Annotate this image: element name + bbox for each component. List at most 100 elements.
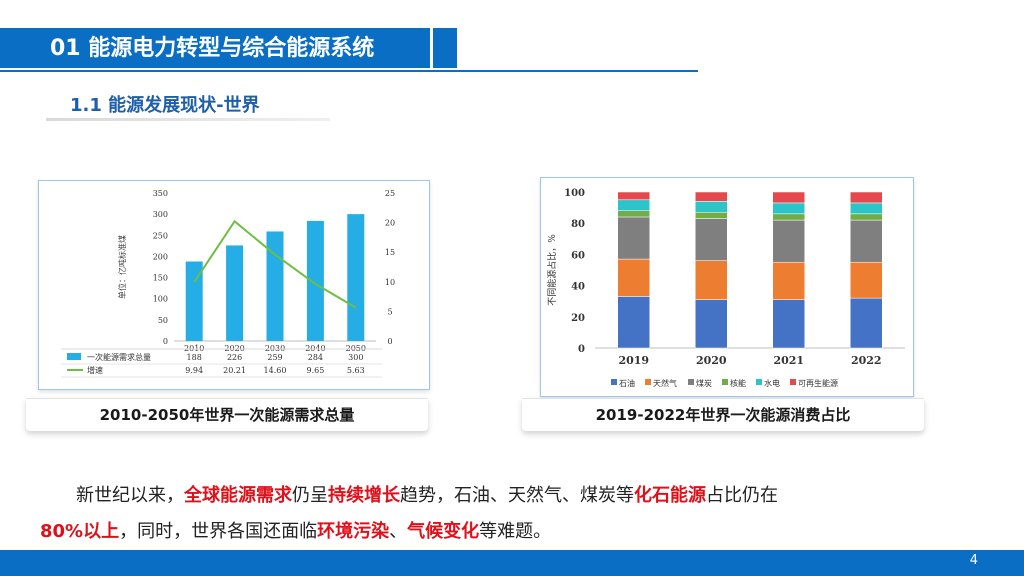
stacked-segment xyxy=(617,210,650,218)
text-run: ，同时，世界各国还面临 xyxy=(119,521,318,542)
y-tick-label: 40 xyxy=(571,282,585,293)
y-tick-label: 300 xyxy=(153,210,168,219)
stacked-segment xyxy=(695,299,728,349)
stacked-segment xyxy=(850,219,883,263)
y-tick-label: 0 xyxy=(578,344,585,355)
consumption-chart-panel: 0 20 40 60 80 100 不同能源占比，% 2019 2020 2021 2022 石油 天然… xyxy=(540,177,914,397)
stacked-segment xyxy=(850,297,883,349)
consumption-chart-caption: 2019-2022年世界一次能源消费占比 xyxy=(522,398,924,431)
y-tick-label: 50 xyxy=(158,316,168,325)
stacked-segment xyxy=(695,201,728,213)
stacked-segment xyxy=(850,191,883,204)
legend-swatch xyxy=(790,379,796,385)
y-tick-label: 150 xyxy=(153,274,168,283)
table-cell: 284 xyxy=(308,353,323,362)
y-tick-label: 60 xyxy=(571,250,585,261)
y2-tick-label: 20 xyxy=(385,219,395,228)
demand-chart-caption: 2010-2050年世界一次能源需求总量 xyxy=(26,398,428,431)
header-divider xyxy=(0,70,698,72)
header-bar xyxy=(0,28,430,68)
y-axis-label: 不同能源占比，% xyxy=(546,234,558,306)
stacked-segment xyxy=(850,261,883,299)
legend-label: 天然气 xyxy=(653,378,677,388)
y-tick-label: 100 xyxy=(153,295,168,304)
demand-chart-panel: 0 50 100 150 200 250 300 350 0 5 10 15 20 25 单位：亿吨标准煤 2… xyxy=(38,180,430,390)
bar xyxy=(306,220,324,341)
legend-swatch xyxy=(688,379,694,385)
legend-swatch xyxy=(722,379,728,385)
stacked-segment xyxy=(850,202,883,215)
header-accent-block xyxy=(433,28,457,68)
stacked-segment xyxy=(695,218,728,261)
summary-paragraph: 新世纪以来，全球能源需求仍呈持续增长趋势，石油、天然气、煤炭等化石能源占比仍在 8… xyxy=(40,478,1000,550)
highlight-environmental-pollution: 环境污染 xyxy=(317,521,390,542)
text-run: 仍呈 xyxy=(292,485,328,506)
y2-tick-label: 10 xyxy=(385,278,395,287)
bar xyxy=(347,214,365,341)
y2-tick-label: 5 xyxy=(387,307,392,316)
stacked-segment xyxy=(617,191,650,201)
y-tick-label: 250 xyxy=(153,231,168,240)
x-tick-label: 2019 xyxy=(618,354,649,367)
stacked-segment xyxy=(772,299,805,349)
x-tick-label: 2020 xyxy=(696,354,727,367)
y-tick-label: 20 xyxy=(571,313,585,324)
table-cell: 188 xyxy=(187,353,202,362)
text-run: 新世纪以来， xyxy=(76,485,184,506)
highlight-continuous-growth: 持续增长 xyxy=(328,485,400,506)
stacked-segment xyxy=(695,212,728,219)
highlight-fossil-energy: 化石能源 xyxy=(634,485,706,506)
text-run: 、 xyxy=(389,521,408,542)
section-title: 01 能源电力转型与综合能源系统 xyxy=(50,36,375,61)
y-tick-label: 200 xyxy=(153,252,168,261)
y-tick-label: 350 xyxy=(153,189,168,198)
legend-swatch-bar xyxy=(67,353,81,360)
y-tick-label: 80 xyxy=(571,219,585,230)
legend-label: 核能 xyxy=(730,378,746,388)
stacked-segment xyxy=(617,199,650,211)
x-tick-label: 2021 xyxy=(773,354,804,367)
demand-chart: 0 50 100 150 200 250 300 350 0 5 10 15 20 25 单位：亿吨标准煤 2… xyxy=(61,189,395,378)
table-cell: 20.21 xyxy=(223,366,246,375)
table-cell: 9.94 xyxy=(185,366,203,375)
y-axis-label: 单位：亿吨标准煤 xyxy=(117,235,127,299)
x-tick-label: 2022 xyxy=(851,354,882,367)
highlight-climate-change: 气候变化 xyxy=(407,521,480,542)
page-number: 4 xyxy=(969,553,978,568)
stacked-segment xyxy=(772,191,805,204)
legend-label: 石油 xyxy=(619,378,635,388)
subsection-title: 1.1 能源发展现状-世界 xyxy=(70,95,260,116)
y2-tick-label: 0 xyxy=(387,337,392,346)
table-cell: 9.65 xyxy=(306,366,324,375)
y2-tick-label: 15 xyxy=(385,248,395,257)
legend-label: 煤炭 xyxy=(696,378,712,388)
y2-tick-label: 25 xyxy=(385,189,395,198)
consumption-chart: 0 20 40 60 80 100 不同能源占比，% 2019 2020 2021 2022 石油 天然… xyxy=(546,188,905,388)
stacked-segment xyxy=(772,219,805,263)
bar xyxy=(185,261,203,341)
bar xyxy=(226,245,244,341)
highlight-80-percent: 80%以上 xyxy=(40,521,120,542)
stacked-segment xyxy=(772,261,805,300)
growth-line xyxy=(193,219,357,309)
stacked-segment xyxy=(695,191,728,202)
table-cell: 226 xyxy=(227,353,242,362)
legend-swatch xyxy=(645,379,651,385)
bar xyxy=(266,231,284,341)
table-cell: 259 xyxy=(267,353,282,362)
y-tick-label: 0 xyxy=(163,337,168,346)
highlight-global-demand: 全球能源需求 xyxy=(184,485,292,506)
stacked-segment xyxy=(850,213,883,221)
table-cell: 5.63 xyxy=(347,366,365,375)
stacked-segment xyxy=(772,213,805,221)
table-cell: 300 xyxy=(348,353,363,362)
legend-label: 水电 xyxy=(764,378,780,388)
table-row-label: 一次能源需求总量 xyxy=(87,352,151,362)
text-run: 等难题。 xyxy=(479,521,552,542)
stacked-segment xyxy=(617,296,650,349)
y-tick-label: 100 xyxy=(564,188,585,199)
table-cell: 14.60 xyxy=(264,366,287,375)
stacked-segment xyxy=(617,258,650,297)
text-run: 趋势，石油、天然气、煤炭等 xyxy=(400,485,634,506)
text-run: 占比仍在 xyxy=(706,485,778,506)
